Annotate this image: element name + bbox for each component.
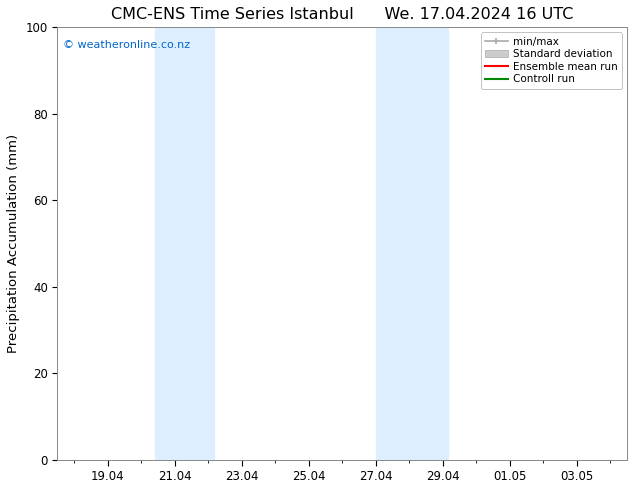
- Title: CMC-ENS Time Series Istanbul      We. 17.04.2024 16 UTC: CMC-ENS Time Series Istanbul We. 17.04.2…: [111, 7, 573, 22]
- Bar: [376, 27, 448, 460]
- Y-axis label: Precipitation Accumulation (mm): Precipitation Accumulation (mm): [7, 134, 20, 353]
- Legend: min/max, Standard deviation, Ensemble mean run, Controll run: min/max, Standard deviation, Ensemble me…: [481, 32, 622, 89]
- Text: © weatheronline.co.nz: © weatheronline.co.nz: [63, 40, 190, 50]
- Bar: [155, 27, 214, 460]
